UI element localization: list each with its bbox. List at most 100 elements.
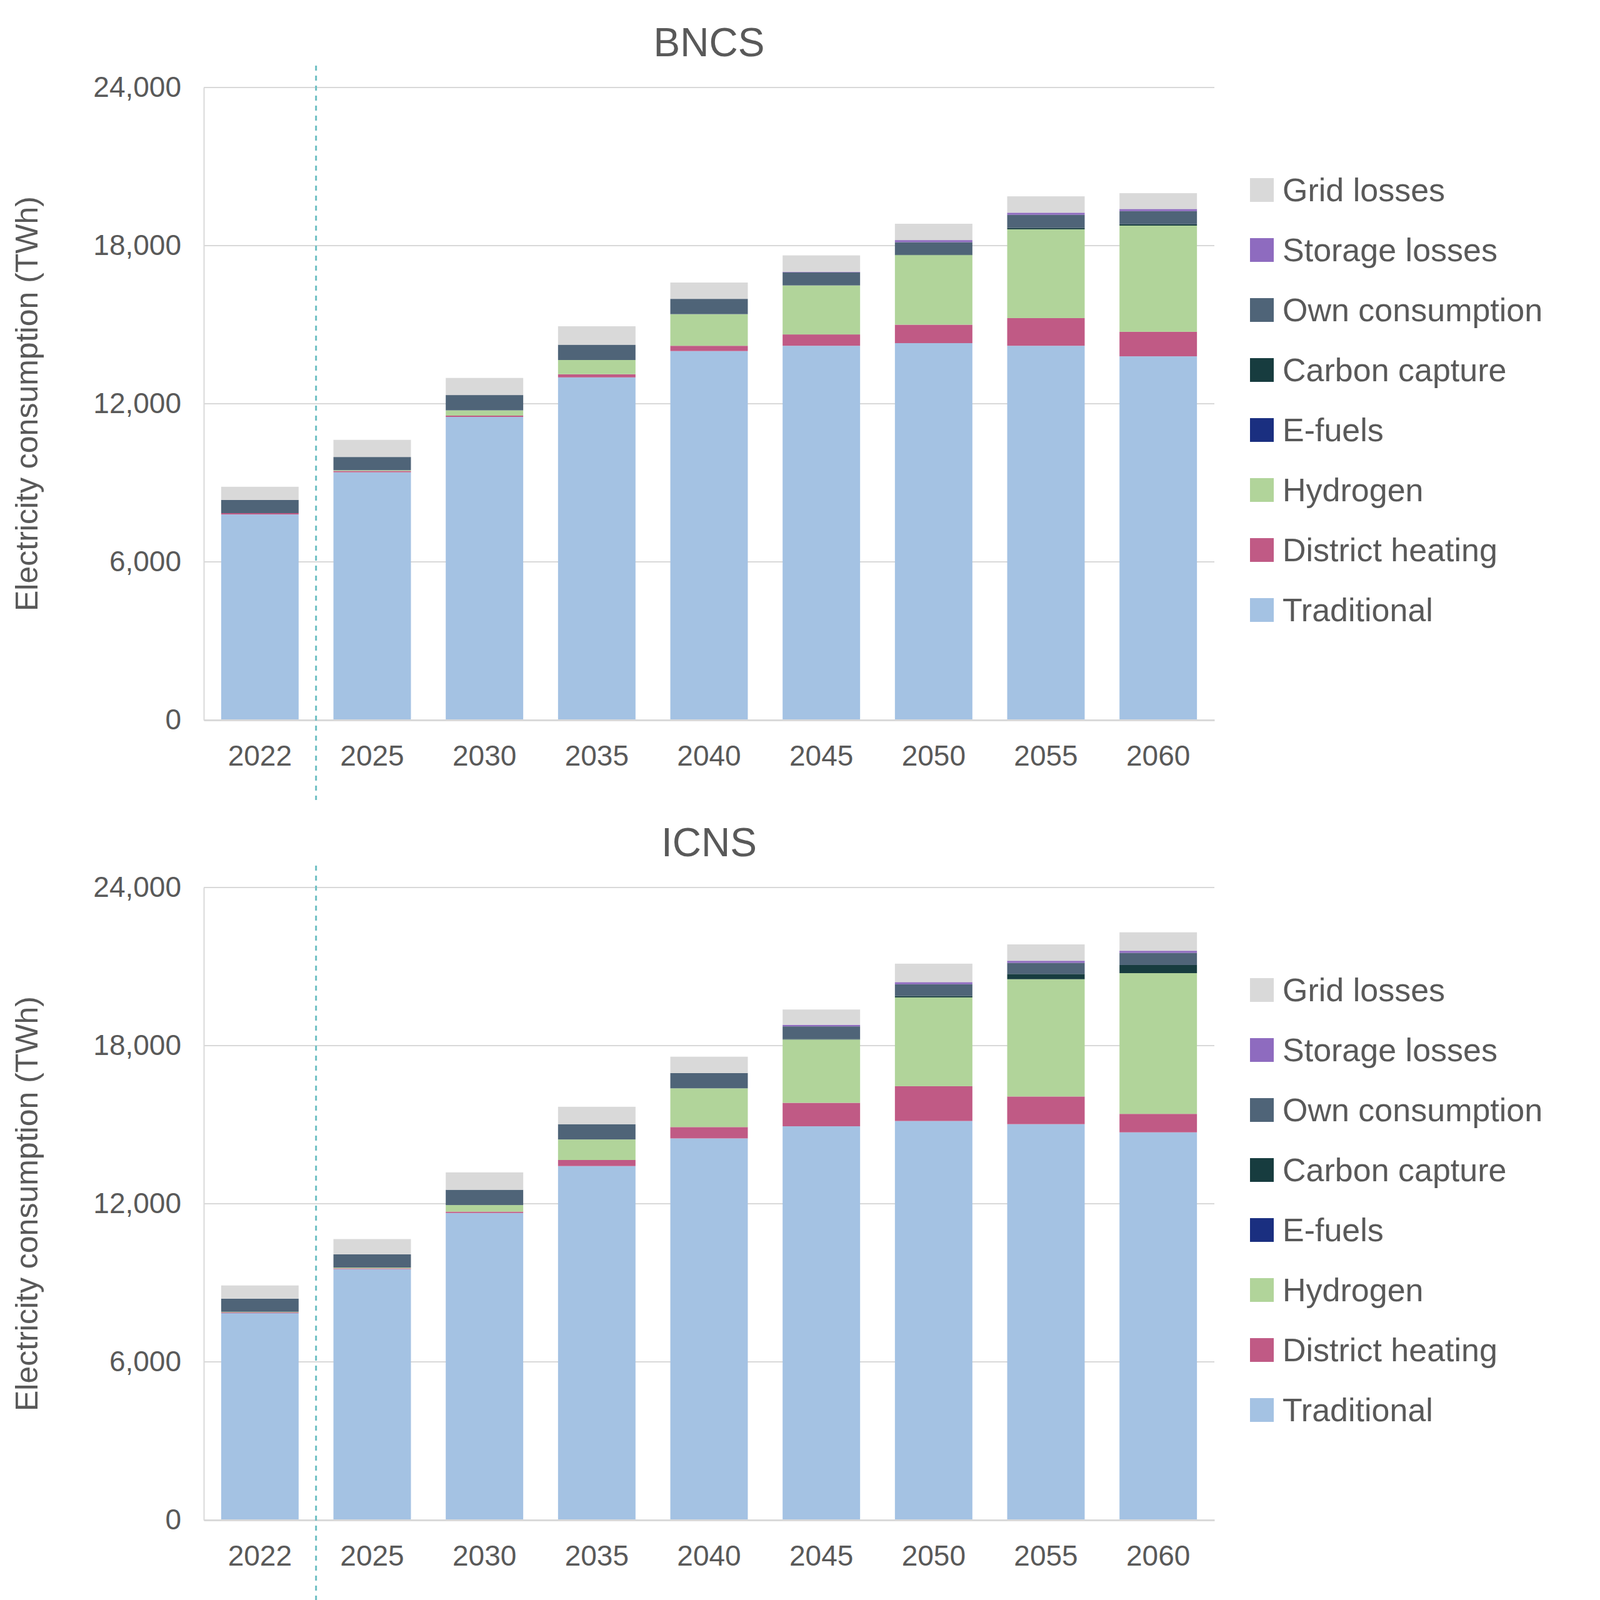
series <box>221 211 1197 514</box>
legend-swatch <box>1250 1338 1274 1362</box>
legend-item: Storage losses <box>1250 1031 1498 1069</box>
series <box>221 1121 1197 1520</box>
x-tick-label: 2060 <box>1126 739 1190 772</box>
legend-item: Hydrogen <box>1250 471 1424 509</box>
bar <box>782 1039 860 1040</box>
x-tick-label: 2040 <box>676 739 741 772</box>
x-tick: 2060 <box>1126 720 1190 772</box>
series <box>782 208 1197 272</box>
series <box>333 225 1198 472</box>
bar <box>221 1313 299 1520</box>
bar <box>221 1312 299 1314</box>
legend-item: District heating <box>1250 1331 1498 1369</box>
bar <box>782 334 860 346</box>
legend-item: Traditional <box>1250 1391 1434 1429</box>
bar <box>1007 944 1085 961</box>
x-tick: 2035 <box>565 1520 629 1572</box>
bar <box>221 1298 299 1312</box>
y-tick: 0 <box>165 703 204 736</box>
legend-swatch <box>1250 1398 1274 1422</box>
y-axis-title: Electricity consumption (TWh) <box>9 996 45 1412</box>
bar <box>333 1269 412 1520</box>
bar <box>1007 963 1085 975</box>
bar <box>221 500 299 514</box>
bar <box>445 1213 524 1520</box>
bar <box>895 997 973 1087</box>
legend-label: Hydrogen <box>1282 471 1424 509</box>
bar <box>670 351 749 720</box>
bar <box>445 395 524 410</box>
separator <box>315 865 317 1600</box>
bar <box>1119 965 1197 974</box>
bar <box>670 1126 749 1139</box>
y-tick-label: 12,000 <box>93 386 182 420</box>
legend-swatch <box>1250 1098 1274 1122</box>
bar <box>1007 979 1085 1097</box>
bar <box>1007 318 1085 346</box>
bar <box>333 472 412 720</box>
bar <box>782 1025 860 1027</box>
bar <box>670 314 749 347</box>
legend: Grid losses Storage losses Own consumption… <box>1250 171 1543 629</box>
bar <box>1007 228 1085 230</box>
y-tick-label: 0 <box>165 1503 182 1536</box>
legend-label: Traditional <box>1282 1391 1434 1429</box>
series <box>782 950 1197 1027</box>
series <box>221 343 1197 720</box>
legend-swatch <box>1250 178 1274 202</box>
bar <box>1119 953 1197 965</box>
legend-label: Own consumption <box>1282 291 1543 329</box>
bar <box>1007 973 1085 979</box>
bar <box>558 377 636 720</box>
bar <box>895 325 973 344</box>
bar <box>445 378 524 395</box>
legend-item: Own consumption <box>1250 291 1543 329</box>
x-tick-label: 2050 <box>901 739 966 772</box>
y-tick: 6,000 <box>109 1345 204 1378</box>
bar <box>1007 960 1085 963</box>
bar <box>670 1088 749 1127</box>
x-tick: 2050 <box>901 1520 966 1572</box>
bar <box>445 1172 524 1190</box>
bar <box>221 514 299 720</box>
bar <box>558 1139 636 1160</box>
x-tick: 2045 <box>789 720 854 772</box>
x-tick-label: 2060 <box>1126 1539 1190 1572</box>
chart: BNCSElectricity consumption (TWh)06,0001… <box>0 0 1600 800</box>
bars <box>221 932 1197 1520</box>
legend-label: Hydrogen <box>1282 1271 1424 1309</box>
series <box>221 1086 1197 1314</box>
bar <box>895 963 973 983</box>
bar <box>333 470 412 471</box>
legend-item: Storage losses <box>1250 231 1498 269</box>
legend-item: Carbon capture <box>1250 351 1507 389</box>
x-tick: 2030 <box>452 720 517 772</box>
legend-swatch <box>1250 298 1274 322</box>
bar <box>1119 1132 1197 1520</box>
y-tick-label: 6,000 <box>109 1345 182 1378</box>
bar <box>333 1267 412 1269</box>
y-axis-title: Electricity consumption (TWh) <box>9 196 45 612</box>
x-tick-label: 2040 <box>676 1539 741 1572</box>
y-tick-label: 24,000 <box>93 70 182 104</box>
bar <box>1119 950 1197 953</box>
x-tick-label: 2022 <box>228 739 292 772</box>
bar <box>333 1254 412 1268</box>
x-tick: 2030 <box>452 1520 517 1572</box>
x-tick-label: 2055 <box>1013 739 1078 772</box>
grid-line <box>203 1519 1215 1521</box>
series <box>221 932 1197 1299</box>
legend-swatch <box>1250 478 1274 502</box>
bar <box>558 326 636 345</box>
legend-label: District heating <box>1282 531 1498 569</box>
legend-swatch <box>1250 238 1274 262</box>
legend-item: Grid losses <box>1250 171 1445 209</box>
legend-item: Own consumption <box>1250 1091 1543 1129</box>
bar <box>558 345 636 360</box>
legend-label: Grid losses <box>1282 971 1445 1009</box>
y-tick-label: 24,000 <box>93 870 182 904</box>
bar <box>895 1121 973 1520</box>
bar <box>1119 211 1197 225</box>
x-tick: 2035 <box>565 720 629 772</box>
chart-title: BNCS <box>653 20 765 65</box>
